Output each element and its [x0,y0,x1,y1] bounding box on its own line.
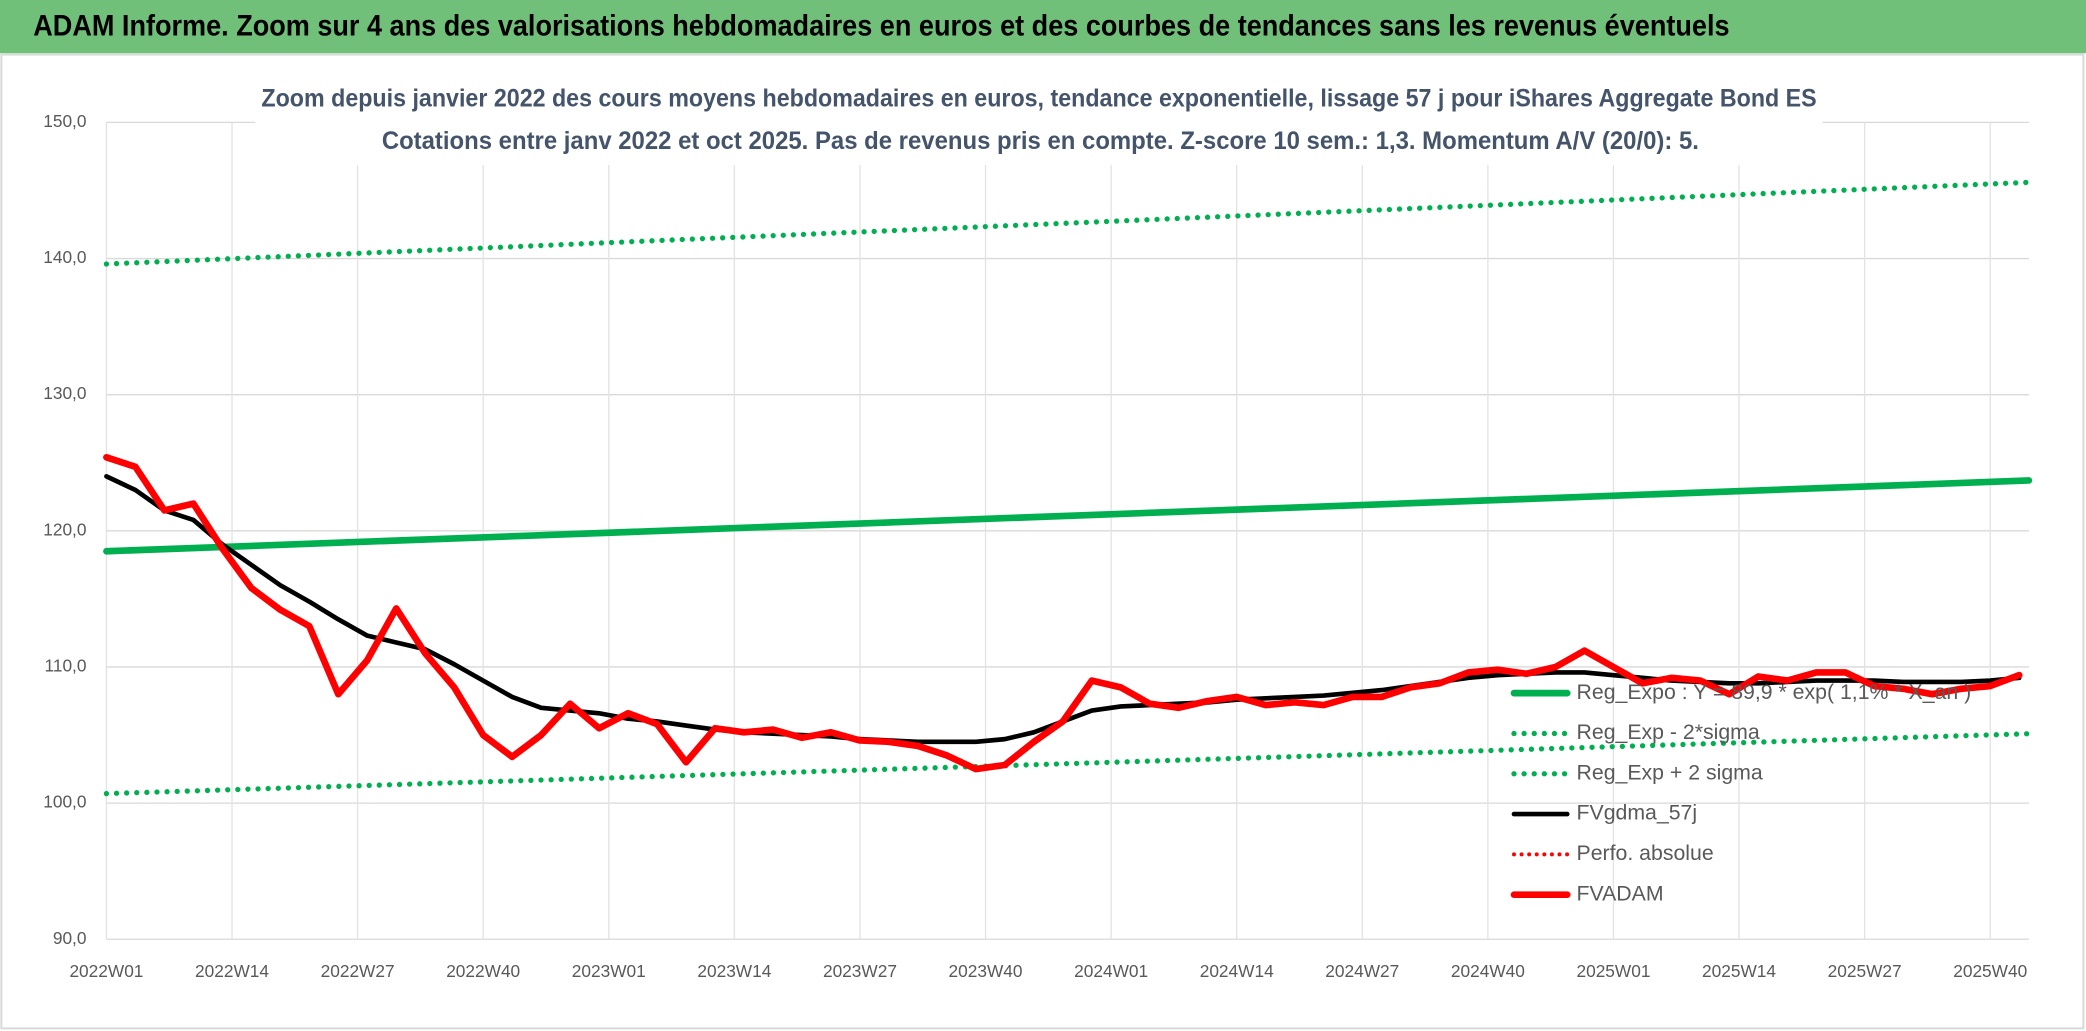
series-line [103,731,2032,797]
header-bar [0,0,2086,54]
series-line [103,453,2023,773]
y-tick-label: 130,0 [43,383,86,403]
y-tick-label: 120,0 [43,519,86,539]
x-tick-label: 2025W14 [1702,961,1776,981]
y-tick-label: 150,0 [43,111,86,131]
x-tick-label: 2025W27 [1828,961,1902,981]
legend-label: FVADAM [1577,881,1664,905]
x-tick-label: 2023W40 [949,961,1023,981]
y-tick-label: 110,0 [45,656,87,676]
plot-area: 90,0 100,0 110,0 120,0 130,0 140,0 150,0 2022W0… [43,111,2033,981]
legend-label: Perfo. absolue [1577,841,1714,865]
legend-label: FVgdma_57j [1577,801,1698,825]
chart-subtitle: Cotations entre janv 2022 et oct 2025. P… [382,127,1699,155]
x-tick-label: 2023W01 [572,961,646,981]
legend: Reg_Expo : Y = 89,9 * exp( 1,1% * X_an )… [1510,680,1972,905]
x-tick-label: 2024W27 [1325,961,1399,981]
chart-title: Zoom depuis janvier 2022 des cours moyen… [261,84,1816,112]
chart-border [0,53,2085,1030]
x-tick-label: 2023W27 [823,961,897,981]
y-tick-label: 100,0 [43,792,86,812]
legend-label: Reg_Exp + 2 sigma [1577,760,1763,784]
series-line [103,179,2032,267]
x-tick-label: 2022W01 [69,961,143,981]
x-tick-label: 2024W40 [1451,961,1525,981]
x-tick-label: 2025W40 [1953,961,2027,981]
x-tick-label: 2024W01 [1074,961,1148,981]
x-tick-label: 2025W01 [1576,961,1650,981]
title-backdrop [255,77,1823,165]
series-line [103,477,2033,555]
x-tick-label: 2022W14 [195,961,269,981]
legend-label: Reg_Exp - 2*sigma [1577,720,1760,744]
page-title: ADAM Informe. Zoom sur 4 ans des valoris… [33,11,1729,43]
y-tick-label: 140,0 [43,247,86,267]
x-tick-label: 2023W14 [697,961,771,981]
x-tick-label: 2024W14 [1200,961,1274,981]
y-tick-label: 90,0 [53,928,87,948]
legend-label: Reg_Expo : Y = 89,9 * exp( 1,1% * X_an ) [1577,680,1972,704]
x-tick-label: 2022W40 [446,961,520,981]
x-tick-label: 2022W27 [321,961,395,981]
